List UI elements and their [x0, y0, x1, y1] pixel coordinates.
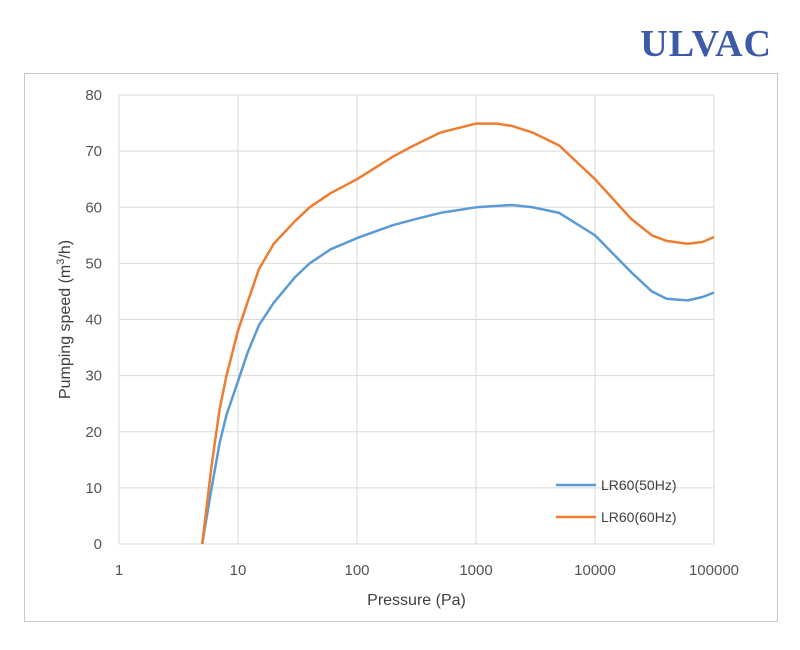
grid-lines	[118, 94, 715, 545]
y-tick-label: 60	[85, 199, 102, 216]
x-tick-label: 100000	[689, 562, 739, 579]
legend-label: LR60(50Hz)	[601, 477, 676, 493]
x-tick-label: 10000	[574, 562, 616, 579]
y-tick-label: 0	[94, 536, 102, 553]
y-tick-label: 70	[85, 143, 102, 160]
y-axis-title-unit: /h)	[57, 240, 74, 259]
x-tick-label: 100	[344, 562, 369, 579]
y-axis-title-superscript: 3	[55, 259, 67, 265]
legend-label: LR60(60Hz)	[601, 509, 676, 525]
x-tick-labels: 1 10 100 1000 10000 100000	[115, 562, 739, 579]
ulvac-logo: ULVAC	[640, 23, 772, 65]
series-line-2	[200, 122, 715, 545]
y-axis-title: Pumping speed (m3/h)	[55, 240, 74, 399]
y-tick-label: 80	[85, 87, 102, 104]
series-lines	[200, 122, 715, 545]
y-tick-label: 40	[85, 312, 102, 329]
y-tick-label: 30	[85, 368, 102, 385]
x-tick-label: 1	[115, 562, 123, 579]
y-tick-labels: 0 10 20 30 40 50 60 70 80	[85, 87, 102, 553]
series-line-1	[200, 203, 715, 545]
y-tick-label: 50	[85, 255, 102, 272]
legend: LR60(50Hz) LR60(60Hz)	[556, 477, 676, 525]
y-tick-label: 10	[85, 480, 102, 497]
y-tick-label: 20	[85, 424, 102, 441]
x-axis-title: Pressure (Pa)	[367, 592, 466, 609]
chart-frame	[24, 73, 778, 622]
y-axis-title-text: Pumping speed (m	[57, 265, 74, 399]
x-tick-label: 10	[230, 562, 247, 579]
x-tick-label: 1000	[459, 562, 492, 579]
